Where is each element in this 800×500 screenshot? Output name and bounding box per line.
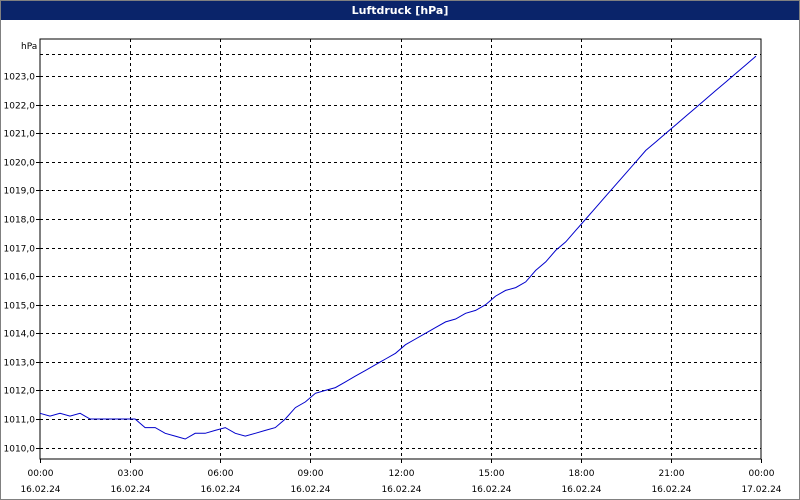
y-axis-unit-label: hPa [21, 42, 37, 52]
y-tick-label: 1010,0 [4, 445, 36, 455]
x-tick-date-label: 17.02.24 [741, 485, 781, 495]
x-tick-time-label: 21:00 [659, 469, 685, 479]
x-tick-date-label: 16.02.24 [110, 485, 150, 495]
x-tick-time-label: 00:00 [749, 469, 775, 479]
y-tick-label: 1016,0 [4, 273, 36, 283]
plot-frame [39, 38, 762, 460]
y-tick-label: 1015,0 [4, 302, 36, 312]
x-tick-time-label: 09:00 [298, 469, 324, 479]
x-tick-time-label: 12:00 [389, 469, 415, 479]
x-tick-time-label: 15:00 [479, 469, 505, 479]
x-tick-date-label: 16.02.24 [561, 485, 601, 495]
x-tick-date-label: 16.02.24 [471, 485, 511, 495]
y-tick-label: 1012,0 [4, 387, 36, 397]
y-tick-label: 1020,0 [4, 159, 36, 169]
series-layer [39, 55, 757, 440]
y-tick-label: 1023,0 [4, 73, 36, 83]
y-tick-label: 1013,0 [4, 359, 36, 369]
y-tick-label: 1019,0 [4, 187, 36, 197]
window-title: Luftdruck [hPa] [1, 1, 799, 20]
x-axis-ticks: 00:00 16.02.24 03:00 16.02.24 06:00 16.02.24 0… [20, 469, 781, 495]
y-tick-label: 1018,0 [4, 216, 36, 226]
x-tick-date-label: 16.02.24 [200, 485, 240, 495]
y-axis-ticks: 1010,0 1011,0 1012,0 1013,0 1014,0 1015,0 1016… [4, 73, 36, 455]
y-tick-label: 1017,0 [4, 245, 36, 255]
x-tick-time-label: 06:00 [208, 469, 234, 479]
y-tick-label: 1022,0 [4, 102, 36, 112]
x-tick-time-label: 03:00 [118, 469, 144, 479]
x-tick-date-label: 16.02.24 [381, 485, 421, 495]
series-line-luftdruck [39, 55, 757, 440]
y-tick-label: 1021,0 [4, 130, 36, 140]
grid [36, 39, 762, 463]
x-tick-date-label: 16.02.24 [651, 485, 691, 495]
x-tick-time-label: 18:00 [569, 469, 595, 479]
y-tick-label: 1011,0 [4, 416, 36, 426]
x-tick-time-label: 00:00 [28, 469, 54, 479]
x-tick-date-label: 16.02.24 [290, 485, 330, 495]
x-tick-date-label: 16.02.24 [20, 485, 60, 495]
y-tick-label: 1014,0 [4, 330, 36, 340]
